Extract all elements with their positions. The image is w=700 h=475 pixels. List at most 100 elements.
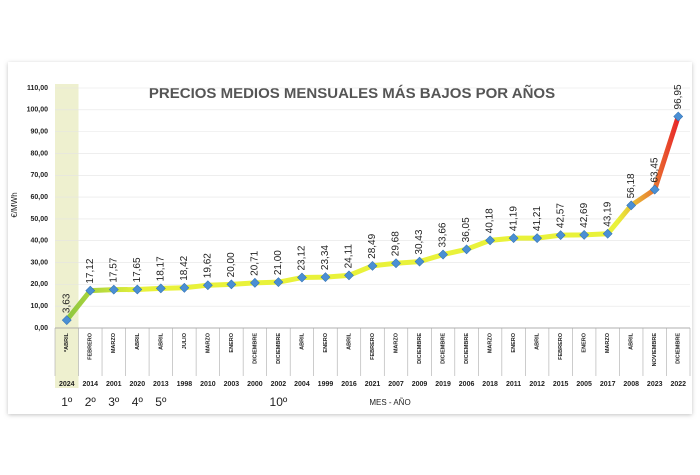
month-label: DICIEMBRE <box>252 333 258 364</box>
data-label: 63,45 <box>649 157 660 182</box>
data-point <box>155 283 166 294</box>
x-axis-label: MES - AÑO <box>369 398 410 407</box>
data-point <box>673 111 684 122</box>
data-point <box>649 184 660 195</box>
year-label: 2017 <box>600 381 616 388</box>
y-tick-label: 50,00 <box>30 216 48 223</box>
y-tick-label: 0,00 <box>34 325 48 332</box>
year-label: 2010 <box>200 381 216 388</box>
month-label: FEBRERO <box>558 332 564 360</box>
month-label: MARZO <box>488 332 494 353</box>
y-tick-label: 30,00 <box>30 259 48 266</box>
month-label: DICIEMBRE <box>276 333 282 364</box>
data-label: 42,69 <box>579 202 590 227</box>
data-point <box>132 284 143 295</box>
y-tick-label: 60,00 <box>30 194 48 201</box>
month-label: ENERO <box>582 332 588 352</box>
data-label: 41,19 <box>508 206 519 231</box>
rank-label: 1º <box>61 395 73 409</box>
year-label: 2021 <box>365 381 381 388</box>
data-label: 43,19 <box>602 201 613 226</box>
month-label: DICIEMBRE <box>464 333 470 364</box>
rank-label: 3º <box>108 395 120 409</box>
year-label: 1999 <box>318 381 334 388</box>
data-label: 20,71 <box>250 250 261 275</box>
month-label: DICIEMBRE <box>676 333 682 364</box>
year-label: 2020 <box>130 381 146 388</box>
data-label: 40,18 <box>485 208 496 233</box>
y-tick-label: 100,00 <box>27 107 49 114</box>
year-label: 2023 <box>647 381 663 388</box>
data-label: 29,68 <box>391 231 402 256</box>
month-label: ABRIL <box>535 332 541 349</box>
chart-title: PRECIOS MEDIOS MENSUALES MÁS BAJOS POR A… <box>149 84 555 102</box>
data-point <box>61 315 72 325</box>
data-label: 18,17 <box>155 256 166 281</box>
data-label: 21,00 <box>273 250 284 275</box>
data-label: 18,42 <box>179 255 190 280</box>
month-label: ABRIL <box>299 332 305 349</box>
data-point <box>579 229 590 240</box>
year-label: 2001 <box>106 381 122 388</box>
data-point <box>250 277 260 288</box>
year-label: 2012 <box>529 381 545 388</box>
month-label: ABRIL <box>158 332 164 349</box>
month-label: ENERO <box>511 332 517 352</box>
chart-frame <box>8 62 692 414</box>
year-label: 2013 <box>153 381 169 388</box>
rank-label: 2º <box>85 395 97 409</box>
year-label: 2015 <box>553 381 569 388</box>
data-point <box>273 277 284 288</box>
year-label: 2006 <box>459 381 475 388</box>
rank-label: 4º <box>132 395 144 409</box>
month-label: *ABRIL <box>64 332 70 352</box>
data-point <box>508 233 519 244</box>
month-label: DICIEMBRE <box>417 333 423 364</box>
data-label: 23,12 <box>297 245 308 270</box>
data-label: 17,57 <box>108 257 119 282</box>
month-label: DICIEMBRE <box>441 333 447 364</box>
y-tick-label: 70,00 <box>30 172 48 179</box>
y-tick-label: 40,00 <box>30 238 48 245</box>
month-label: ABRIL <box>135 332 141 349</box>
rank-label: 10º <box>270 395 288 409</box>
data-point <box>85 285 96 296</box>
data-point <box>626 200 637 211</box>
data-label: 56,18 <box>626 173 637 198</box>
data-point <box>391 258 401 269</box>
data-label: 30,43 <box>414 229 425 254</box>
year-label: 2008 <box>623 381 639 388</box>
data-point <box>485 235 495 246</box>
data-label: 33,66 <box>438 222 449 247</box>
data-point <box>367 260 378 271</box>
data-label: 17,65 <box>132 257 143 282</box>
rank-label: 5º <box>155 395 167 409</box>
data-label: 23,34 <box>320 245 331 270</box>
month-label: JULIO <box>182 332 188 349</box>
month-label: MARZO <box>111 332 117 353</box>
year-label: 2005 <box>576 381 592 388</box>
data-point <box>414 256 425 267</box>
year-label: 2022 <box>670 381 686 388</box>
year-label: 2011 <box>506 381 521 388</box>
data-point <box>461 244 472 255</box>
year-label: 2007 <box>388 381 404 388</box>
year-label: 2002 <box>271 381 287 388</box>
year-label: 2014 <box>82 381 98 388</box>
data-label: 19,62 <box>203 253 214 278</box>
year-label: 2004 <box>294 381 310 388</box>
data-label: 24,11 <box>344 244 355 269</box>
y-tick-label: 80,00 <box>30 150 48 157</box>
month-label: ENERO <box>229 332 235 352</box>
data-label: 17,12 <box>85 258 96 283</box>
y-tick-label: 90,00 <box>30 128 48 135</box>
month-label: FEBRERO <box>88 332 94 360</box>
data-label: 41,21 <box>532 206 543 231</box>
month-label: FEBRERO <box>370 332 376 360</box>
data-point <box>344 270 354 281</box>
data-point <box>108 284 119 295</box>
y-axis-label: €/MWh <box>10 192 19 217</box>
year-label: 2018 <box>482 381 498 388</box>
data-point <box>438 249 448 260</box>
